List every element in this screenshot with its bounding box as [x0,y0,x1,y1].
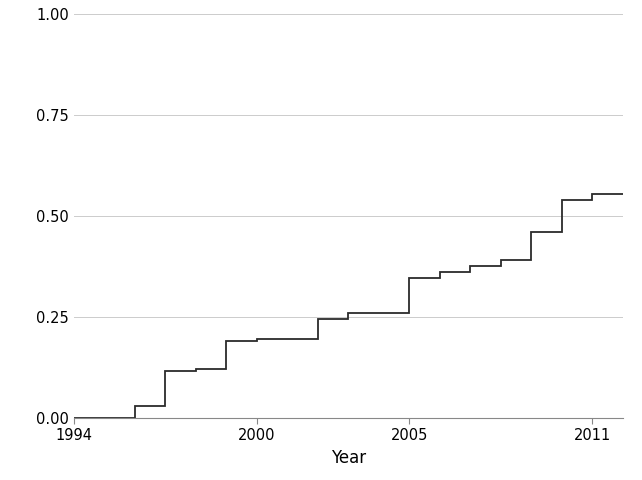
X-axis label: Year: Year [331,449,366,467]
